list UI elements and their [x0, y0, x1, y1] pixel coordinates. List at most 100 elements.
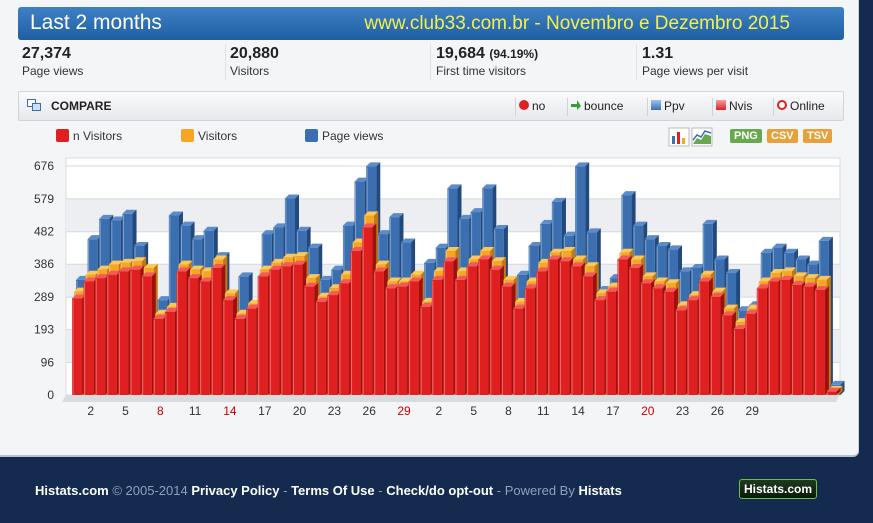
- bar-new-visitors-top: [338, 279, 354, 284]
- bar-new-visitors-face: [675, 310, 686, 395]
- bar-new-visitors-face: [524, 288, 535, 395]
- bar-new-visitors-top: [106, 270, 121, 275]
- bar-page-views-top: [517, 270, 532, 275]
- bar-new-visitors: [826, 387, 841, 395]
- legend-visitors[interactable]: Visitors: [181, 129, 237, 143]
- bar-new-visitors-top: [385, 284, 400, 289]
- export-png-button[interactable]: PNG: [730, 129, 762, 143]
- legend-new-visitors[interactable]: n Visitors: [56, 129, 122, 143]
- bar-visitors-top: [758, 277, 773, 282]
- period-title: Last 2 months: [30, 11, 162, 34]
- bar-new-visitors-top: [292, 260, 307, 265]
- bar-page-views-top: [261, 230, 276, 235]
- bar-new-visitors-face: [513, 308, 524, 395]
- export-tsv-button[interactable]: TSV: [803, 129, 833, 143]
- bar-new-visitors-face: [362, 227, 373, 395]
- bar-page-views-top: [122, 209, 137, 214]
- bar-visitors-top: [143, 263, 158, 268]
- compare-no-button[interactable]: no: [515, 98, 545, 116]
- y-tick-label: 386: [34, 257, 54, 271]
- bar-new-visitors-top: [547, 255, 562, 260]
- legend-label: Page views: [322, 129, 384, 143]
- terms-of-use-link[interactable]: Terms Of Use: [291, 483, 375, 498]
- stat-label: Page views per visit: [642, 64, 749, 78]
- bar-new-visitors-face: [246, 308, 257, 395]
- bar-new-visitors-top: [350, 247, 365, 252]
- bar-new-visitors-side: [836, 387, 841, 395]
- compare-ppv-button[interactable]: Ppv: [647, 98, 685, 116]
- bar-page-views-top: [783, 248, 799, 253]
- compare-toolbar: COMPARE no bounce Ppv Nvis Online: [18, 91, 844, 121]
- compare-nvis-button[interactable]: Nvis: [712, 98, 752, 116]
- bar-new-visitors-top: [698, 277, 713, 282]
- bar-new-visitors-face: [141, 276, 152, 395]
- bar-page-views-top: [273, 223, 288, 228]
- bar-new-visitors-face: [130, 269, 141, 395]
- bar-new-visitors-top: [373, 267, 388, 272]
- bar-new-visitors-top: [164, 308, 179, 313]
- bar-visitors-top: [561, 247, 576, 252]
- bar-page-views-top: [424, 258, 439, 263]
- bar-page-views-top: [296, 226, 311, 231]
- compare-bounce-button[interactable]: bounce: [567, 98, 623, 116]
- bar-new-visitors-top: [710, 292, 725, 297]
- privacy-policy-link[interactable]: Privacy Policy: [191, 483, 280, 498]
- bar-visitors-top: [387, 277, 402, 282]
- bar-page-views-top: [168, 211, 183, 216]
- bar-new-visitors-top: [327, 291, 342, 296]
- bar-new-visitors-top: [211, 263, 226, 268]
- bar-new-visitors-face: [304, 286, 315, 395]
- bar-new-visitors-top: [83, 277, 98, 282]
- bar-page-views-top: [702, 219, 717, 224]
- powered-by-name[interactable]: Histats: [578, 483, 622, 498]
- bar-new-visitors-top: [466, 262, 481, 267]
- bar-visitors-top: [619, 248, 634, 253]
- bar-page-views-top: [400, 238, 416, 243]
- bar-visitors-top: [294, 252, 309, 257]
- area-chart-icon[interactable]: [691, 127, 713, 147]
- bar-new-visitors-face: [257, 276, 268, 395]
- opt-out-link[interactable]: Check/do opt-out: [386, 483, 494, 498]
- bar-page-views-top: [238, 272, 253, 277]
- bar-visitors-top: [654, 277, 669, 282]
- bar-new-visitors-face: [478, 259, 489, 395]
- bar-visitors-top: [793, 272, 808, 277]
- bar-new-visitors-face: [396, 286, 408, 395]
- bar-visitors-top: [584, 262, 599, 267]
- compare-online-button[interactable]: Online: [773, 98, 825, 116]
- histats-logo[interactable]: Histats.com: [739, 479, 817, 499]
- x-tick-label: 2: [435, 404, 442, 418]
- y-tick-label: 676: [34, 159, 54, 173]
- bar-new-visitors-top: [443, 257, 458, 262]
- bar-new-visitors-top: [408, 277, 423, 282]
- bar-page-views-top: [818, 236, 833, 241]
- bar-new-visitors-top: [315, 297, 330, 302]
- bar-page-views-top: [134, 241, 149, 246]
- bar-visitors-top: [665, 279, 681, 284]
- bar-new-visitors-face: [826, 391, 837, 395]
- compare-button-label: Ppv: [664, 99, 685, 113]
- legend-swatch: [305, 129, 318, 142]
- bar-new-visitors-top: [153, 314, 168, 319]
- export-csv-button[interactable]: CSV: [767, 129, 798, 143]
- bar-new-visitors-top: [733, 324, 748, 329]
- chart-floor: [62, 395, 840, 402]
- bar-new-visitors-top: [524, 284, 539, 289]
- bar-visitors-top: [271, 258, 286, 263]
- bar-new-visitors-face: [663, 291, 675, 395]
- bar-page-views-top: [493, 225, 508, 230]
- bar-visitors-top: [259, 265, 274, 270]
- bar-new-visitors-face: [640, 283, 651, 395]
- bar-page-views-top: [319, 275, 334, 280]
- bar-chart-icon[interactable]: [668, 127, 690, 147]
- legend-page-views[interactable]: Page views: [305, 129, 383, 143]
- chart-legend: n Visitors Visitors Page views PNG CSV: [18, 125, 842, 147]
- bar-visitors-top: [108, 260, 123, 265]
- bar-page-views-top: [389, 213, 404, 218]
- bar-visitors-top: [816, 275, 831, 280]
- bar-page-views-top: [284, 194, 300, 199]
- bar-new-visitors-face: [582, 276, 593, 395]
- bar-new-visitors-face: [745, 313, 756, 395]
- x-tick-label: 20: [293, 404, 307, 418]
- bar-page-views-top: [795, 255, 810, 260]
